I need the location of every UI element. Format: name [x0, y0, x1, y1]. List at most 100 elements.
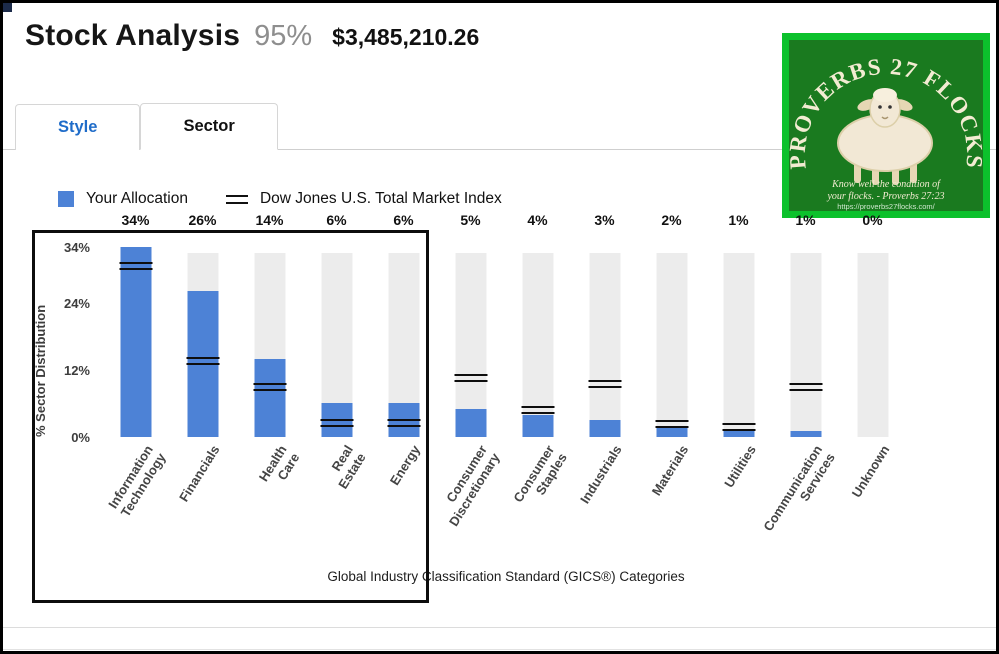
chart-legend: Your Allocation Dow Jones U.S. Total Mar… [58, 190, 996, 208]
plot-area: % Sector Distribution 34% 24% 12% 0% 34% 26%… [27, 212, 996, 445]
chart-column: 4% [504, 212, 571, 437]
category-label-cell: Energy [370, 437, 437, 575]
bar-value-label: 4% [527, 212, 548, 228]
index-marker [454, 374, 487, 383]
bar-track [790, 253, 821, 437]
bar-value-label: 5% [460, 212, 481, 228]
index-marker [320, 419, 353, 427]
tab-bar: Style Sector [3, 103, 996, 150]
sector-distribution-chart: % Sector Distribution 34% 24% 12% 0% 34% 26%… [27, 212, 996, 584]
index-marker [521, 406, 554, 415]
proverbs27flocks-logo: PROVERBS 27 FLOCKS Know well the conditi… [782, 33, 990, 218]
index-marker [119, 262, 152, 271]
category-label: Energy [387, 442, 424, 488]
category-label-cell: Communication Services [761, 437, 839, 575]
allocation-legend-label: Your Allocation [86, 190, 188, 207]
chart-column: 26% [169, 212, 236, 437]
category-label: Industrials [576, 442, 625, 507]
category-label: Communication Services [760, 442, 839, 534]
chart-column: 1% [772, 212, 839, 437]
index-marker [655, 420, 688, 429]
bottom-divider-2 [3, 649, 996, 650]
index-marker [186, 357, 219, 366]
corner-artifact [3, 3, 12, 12]
allocation-bar [455, 409, 486, 437]
bar-track [455, 253, 486, 437]
tab-sector[interactable]: Sector [140, 103, 278, 150]
allocation-bar [522, 414, 553, 437]
header: Stock Analysis 95% $3,485,210.26 [25, 19, 996, 53]
bar-value-label: 1% [728, 212, 749, 228]
index-line-icon [225, 194, 248, 204]
index-legend-label: Dow Jones U.S. Total Market Index [259, 190, 502, 207]
allocation-swatch-icon [58, 191, 74, 207]
chart-column: 1% [705, 212, 772, 437]
chart-column: 0% [839, 212, 906, 437]
tab-style[interactable]: Style [15, 104, 141, 150]
chart-column: 2% [638, 212, 705, 437]
chart-column: 34% [102, 212, 169, 437]
bar-value-label: 6% [393, 212, 414, 228]
chart-column: 5% [437, 212, 504, 437]
x-axis-caption: Global Industry Classification Standard … [327, 569, 685, 584]
bottom-divider-1 [3, 627, 996, 628]
sheep-icon [837, 88, 933, 185]
allocation-bar [790, 431, 821, 437]
index-marker [722, 423, 755, 432]
page-title: Stock Analysis [25, 19, 241, 52]
category-label: Real Estate [329, 442, 370, 492]
index-marker [588, 379, 621, 388]
portfolio-amount: $3,485,210.26 [332, 24, 480, 50]
score-percent: 95% [254, 20, 313, 52]
category-label: Unknown [848, 442, 893, 501]
category-label: Financials [175, 442, 223, 505]
logo-tagline-1: Know well the condition of [831, 179, 941, 190]
index-marker [789, 382, 822, 391]
chart-column: 3% [571, 212, 638, 437]
category-label: Materials [648, 442, 692, 499]
category-label-cell: Information Technology [102, 437, 169, 575]
y-tick-label: 12% [63, 362, 90, 378]
logo-tagline-2: your flocks. - Proverbs 27:23 [826, 191, 944, 202]
y-tick-label: 34% [63, 239, 90, 255]
index-marker [253, 382, 286, 391]
chart-column: 6% [370, 212, 437, 437]
bar-value-label: 2% [661, 212, 682, 228]
index-marker [387, 419, 420, 427]
allocation-bar [120, 246, 151, 437]
y-tick-label: 24% [63, 295, 90, 311]
category-label-cell: Materials [638, 437, 705, 575]
bar-track [723, 253, 754, 437]
category-label-cell: Industrials [571, 437, 638, 575]
category-label-cell: Financials [169, 437, 236, 575]
category-label: Utilities [720, 442, 759, 491]
bar-value-label: 34% [121, 212, 150, 228]
bar-value-label: 1% [795, 212, 816, 228]
category-label-cell: Unknown [839, 437, 906, 575]
allocation-bar [589, 420, 620, 437]
category-label: Health Care [255, 442, 303, 485]
bar-value-label: 14% [255, 212, 284, 228]
bars-region: 34% 26% 14% 6% 6% 5% 4% 3% 2% 1% 1% 0% [102, 212, 906, 437]
y-axis-label: % Sector Distribution [33, 304, 48, 437]
category-label-cell: Consumer Staples [504, 437, 571, 575]
category-label-cell: Health Care [236, 437, 303, 575]
bar-value-label: 6% [326, 212, 347, 228]
bar-track [656, 253, 687, 437]
y-axis: % Sector Distribution 34% 24% 12% 0% [27, 239, 102, 445]
logo-url[interactable]: https://proverbs27flocks.com/ [837, 202, 935, 211]
category-labels-row: Information Technology Financials Health C… [102, 437, 996, 575]
category-label-cell: Consumer Discretionary [437, 437, 504, 575]
allocation-bar [254, 358, 285, 437]
category-label-cell: Real Estate [303, 437, 370, 575]
bar-value-label: 0% [862, 212, 883, 228]
bar-track [857, 253, 888, 437]
bar-value-label: 26% [188, 212, 217, 228]
category-label-cell: Utilities [705, 437, 772, 575]
chart-column: 14% [236, 212, 303, 437]
allocation-bar [723, 431, 754, 437]
bar-value-label: 3% [594, 212, 615, 228]
allocation-bar [656, 425, 687, 437]
y-tick-label: 0% [71, 430, 90, 445]
